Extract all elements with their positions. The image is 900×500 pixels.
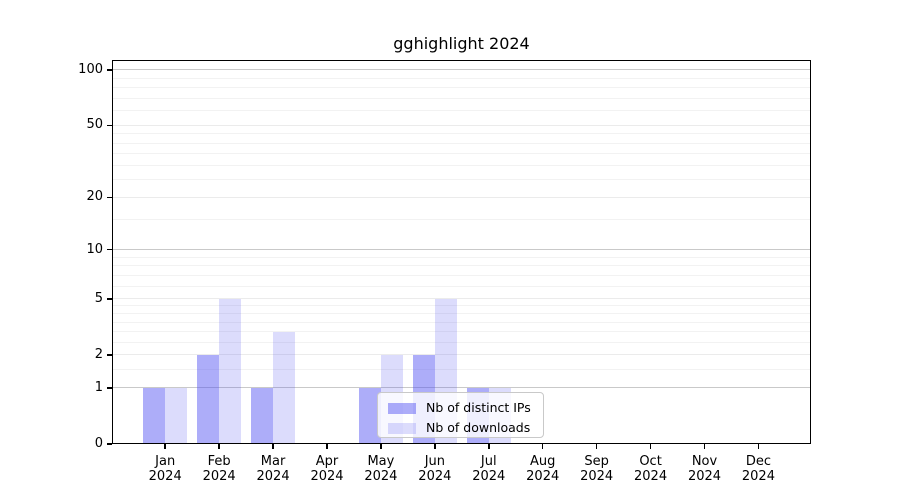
bar-ips-jan	[143, 387, 166, 444]
y-minor-gridline	[112, 331, 811, 333]
y-minor-gridline	[112, 87, 811, 89]
y-minor-gridline	[112, 341, 811, 343]
x-tick	[218, 444, 220, 449]
legend-swatch-downloads	[388, 422, 416, 434]
bar-ips-mar	[251, 387, 274, 444]
y-tick	[107, 298, 112, 300]
bar-downloads-jan	[165, 387, 188, 444]
y-minor-gridline	[112, 274, 811, 276]
x-tick	[488, 444, 490, 449]
y-minor-gridline	[112, 142, 811, 144]
y-minor-gridline	[112, 98, 811, 100]
y-tick-label: 50	[86, 117, 103, 133]
x-tick	[541, 444, 544, 449]
x-tick-label: Jul 2024	[472, 454, 506, 484]
x-tick-label: Feb 2024	[202, 454, 236, 484]
x-tick-label: Jan 2024	[148, 454, 182, 484]
legend-label-ips: Nb of distinct IPs	[426, 400, 531, 415]
legend-swatch-ips	[388, 402, 416, 414]
chart-title: gghighlight 2024	[393, 34, 530, 53]
y-tick-label: 5	[94, 290, 103, 306]
y-minor-gridline	[112, 256, 811, 258]
y-minor-gridline	[112, 369, 811, 371]
x-tick	[434, 444, 436, 449]
y-minor-gridline	[112, 179, 811, 181]
y-major-gridline	[112, 354, 811, 356]
y-minor-gridline	[112, 110, 811, 112]
x-tick	[326, 444, 328, 449]
x-tick	[164, 444, 166, 449]
legend-row-ips: Nb of distinct IPs	[378, 398, 543, 418]
bar-ips-feb	[197, 354, 220, 444]
y-tick-label: 10	[86, 241, 103, 257]
y-tick-label: 1	[94, 379, 103, 395]
x-tick-label: Oct 2024	[634, 454, 668, 484]
y-major-gridline	[112, 124, 811, 126]
legend-row-downloads: Nb of downloads	[378, 418, 543, 438]
x-tick-label: May 2024	[364, 454, 398, 484]
legend-label-downloads: Nb of downloads	[426, 420, 531, 435]
x-tick-label: Nov 2024	[687, 454, 722, 484]
x-tick-label: Sep 2024	[580, 454, 614, 484]
bar-downloads-feb	[219, 298, 242, 444]
y-tick-label: 2	[94, 346, 103, 362]
x-tick	[703, 444, 706, 449]
x-tick	[272, 444, 274, 449]
y-minor-gridline	[112, 133, 811, 135]
y-decade-gridline	[112, 249, 811, 251]
y-decade-gridline	[112, 69, 811, 71]
x-tick-label: Apr 2024	[310, 454, 344, 484]
y-major-gridline	[112, 196, 811, 198]
y-minor-gridline	[112, 321, 811, 323]
y-tick-label: 20	[86, 189, 103, 205]
y-minor-gridline	[112, 77, 811, 79]
x-tick	[380, 444, 382, 449]
x-tick-label: Aug 2024	[526, 454, 560, 484]
x-tick	[757, 444, 760, 449]
y-minor-gridline	[112, 285, 811, 287]
y-tick-label: 0	[94, 436, 103, 451]
x-tick	[595, 444, 598, 449]
y-minor-gridline	[112, 313, 811, 315]
y-tick	[107, 196, 112, 199]
y-minor-gridline	[112, 165, 811, 167]
x-tick-label: Mar 2024	[256, 454, 290, 484]
y-tick-label: 100	[78, 61, 103, 77]
y-minor-gridline	[112, 153, 811, 155]
x-tick	[649, 444, 652, 449]
x-tick-label: Dec 2024	[741, 454, 775, 484]
y-decade-gridline	[112, 387, 811, 389]
y-tick	[107, 248, 112, 251]
y-tick	[107, 443, 112, 445]
y-major-gridline	[112, 298, 811, 300]
x-tick-label: Jun 2024	[418, 454, 452, 484]
y-tick	[107, 69, 112, 71]
y-tick	[107, 354, 112, 356]
y-tick	[107, 387, 112, 389]
y-tick	[107, 124, 112, 127]
y-minor-gridline	[112, 305, 811, 307]
bar-downloads-mar	[273, 331, 296, 444]
bar-ips-may	[358, 387, 381, 444]
y-minor-gridline	[112, 265, 811, 267]
y-minor-gridline	[112, 218, 811, 220]
legend: Nb of distinct IPs Nb of downloads	[377, 392, 544, 438]
